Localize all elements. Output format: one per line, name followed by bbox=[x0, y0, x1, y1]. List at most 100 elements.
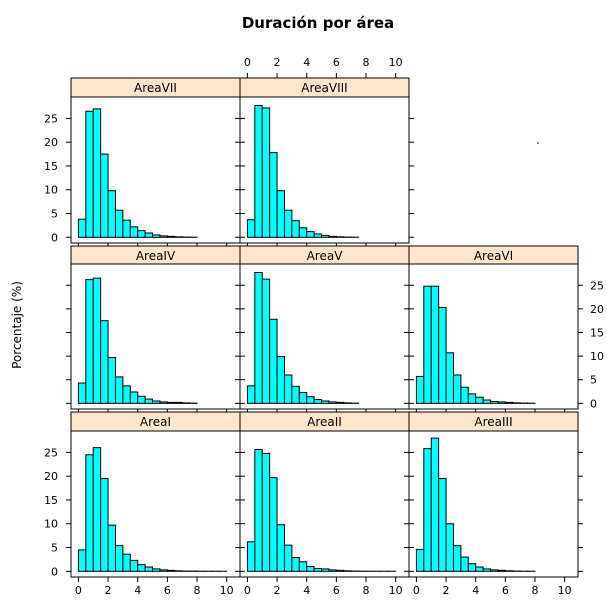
histogram-bar bbox=[497, 401, 506, 404]
x-tick-label: 0 bbox=[413, 584, 420, 597]
y-tick-label: 25 bbox=[44, 446, 58, 459]
strip-label: AreaIV bbox=[136, 249, 176, 263]
panel-areaii: AreaII bbox=[235, 411, 414, 582]
histogram-bar bbox=[276, 356, 285, 404]
histogram-bar bbox=[269, 477, 278, 572]
x-tick-label: 6 bbox=[502, 584, 509, 597]
histogram-bar bbox=[452, 374, 462, 404]
histogram-bar bbox=[107, 190, 116, 238]
histogram-bar bbox=[152, 568, 161, 572]
histogram-bar bbox=[452, 545, 462, 572]
x-tick-label: 10 bbox=[558, 584, 572, 597]
histogram-bar bbox=[261, 278, 271, 404]
histogram-bar bbox=[306, 566, 315, 572]
histogram-bar bbox=[423, 285, 432, 404]
histogram-bar bbox=[144, 566, 154, 572]
y-tick-label: 5 bbox=[51, 208, 58, 221]
histogram-bar bbox=[137, 395, 146, 404]
histogram-bar bbox=[261, 107, 271, 238]
histogram-bar bbox=[475, 566, 484, 572]
histogram-bar bbox=[415, 548, 425, 572]
histogram-bar bbox=[114, 545, 124, 572]
histogram-bar bbox=[246, 541, 256, 572]
y-tick-label: 10 bbox=[44, 518, 58, 531]
y-tick-label: 20 bbox=[44, 470, 58, 483]
histogram-bar bbox=[467, 393, 477, 404]
histogram-bar bbox=[482, 399, 492, 404]
strip-label: AreaII bbox=[307, 415, 342, 429]
histogram-bar bbox=[166, 569, 176, 572]
histogram-bar bbox=[77, 218, 87, 238]
panel-areavii: AreaVII bbox=[66, 77, 245, 248]
x-tick-label: 8 bbox=[363, 584, 370, 597]
histogram-bar bbox=[100, 320, 109, 404]
histogram-bar bbox=[460, 386, 469, 404]
histogram-bar bbox=[283, 374, 293, 404]
x-tick-label: 4 bbox=[303, 56, 310, 69]
x-tick-label: 8 bbox=[194, 584, 201, 597]
histogram-bar bbox=[321, 400, 330, 404]
histogram-bar bbox=[445, 523, 454, 572]
strip-label: AreaI bbox=[140, 415, 171, 429]
panel-areavi: AreaVI bbox=[404, 245, 583, 414]
histogram-bar bbox=[269, 152, 278, 238]
histogram-bar bbox=[497, 569, 506, 572]
histogram-bar bbox=[415, 375, 425, 404]
histogram-bar bbox=[85, 110, 94, 238]
histogram-bar bbox=[159, 569, 168, 572]
panel-areaiii: AreaIII bbox=[404, 411, 583, 582]
histogram-bar bbox=[85, 279, 94, 404]
panel-frame bbox=[408, 411, 579, 578]
histogram-bar bbox=[122, 385, 131, 404]
histogram-bar bbox=[438, 478, 447, 572]
x-tick-label: 0 bbox=[75, 584, 82, 597]
histogram-bar bbox=[107, 524, 116, 572]
panel-frame bbox=[408, 245, 579, 410]
histogram-bar bbox=[85, 454, 94, 572]
histogram-bar bbox=[306, 231, 315, 238]
histogram-bar bbox=[291, 220, 300, 238]
histogram-bar bbox=[254, 272, 263, 404]
x-tick-label: 10 bbox=[389, 584, 403, 597]
histogram-bar bbox=[283, 544, 293, 572]
histogram-bar bbox=[504, 401, 514, 404]
y-axis-label: Porcentaje (%) bbox=[10, 281, 24, 369]
x-tick-label: 2 bbox=[105, 584, 112, 597]
histogram-bar bbox=[276, 190, 285, 238]
histogram-bar bbox=[114, 209, 124, 238]
histogram-bar bbox=[482, 568, 492, 572]
x-tick-label: 10 bbox=[220, 584, 234, 597]
x-tick-label: 2 bbox=[443, 584, 450, 597]
histogram-bar bbox=[313, 567, 323, 572]
histogram-bar bbox=[129, 391, 139, 404]
y-tick-label: 0 bbox=[51, 231, 58, 244]
histogram-bar bbox=[137, 564, 146, 572]
panel-areav: AreaV bbox=[235, 245, 414, 414]
x-tick-label: 6 bbox=[333, 584, 340, 597]
histogram-bar bbox=[475, 396, 484, 404]
x-tick-label: 8 bbox=[532, 584, 539, 597]
y-tick-label: 15 bbox=[44, 160, 58, 173]
histogram-bar bbox=[144, 398, 154, 404]
histogram-bar bbox=[438, 306, 447, 404]
panels-group: AreaVII AreaVIII AreaIV AreaV AreaVI AreaI Are… bbox=[66, 77, 583, 582]
histogram-bar bbox=[269, 318, 278, 404]
histogram-bar bbox=[166, 235, 176, 238]
histogram-bar bbox=[291, 385, 300, 404]
histogram-bar bbox=[122, 553, 131, 572]
y-tick-label: 10 bbox=[44, 184, 58, 197]
histogram-bar bbox=[460, 556, 469, 572]
histogram-bar bbox=[298, 561, 308, 572]
panel-areai: AreaI bbox=[66, 411, 245, 582]
histogram-bar bbox=[298, 227, 308, 238]
histogram-bar bbox=[152, 234, 161, 238]
chart-title: Duración por área bbox=[242, 14, 394, 32]
histogram-bar bbox=[100, 478, 109, 572]
y-tick-label: 25 bbox=[590, 279, 604, 292]
histogram-bar bbox=[313, 233, 323, 238]
histogram-bar bbox=[92, 108, 102, 238]
panel-frame bbox=[239, 77, 410, 244]
x-tick-label: 6 bbox=[333, 56, 340, 69]
histogram-bar bbox=[246, 219, 256, 238]
